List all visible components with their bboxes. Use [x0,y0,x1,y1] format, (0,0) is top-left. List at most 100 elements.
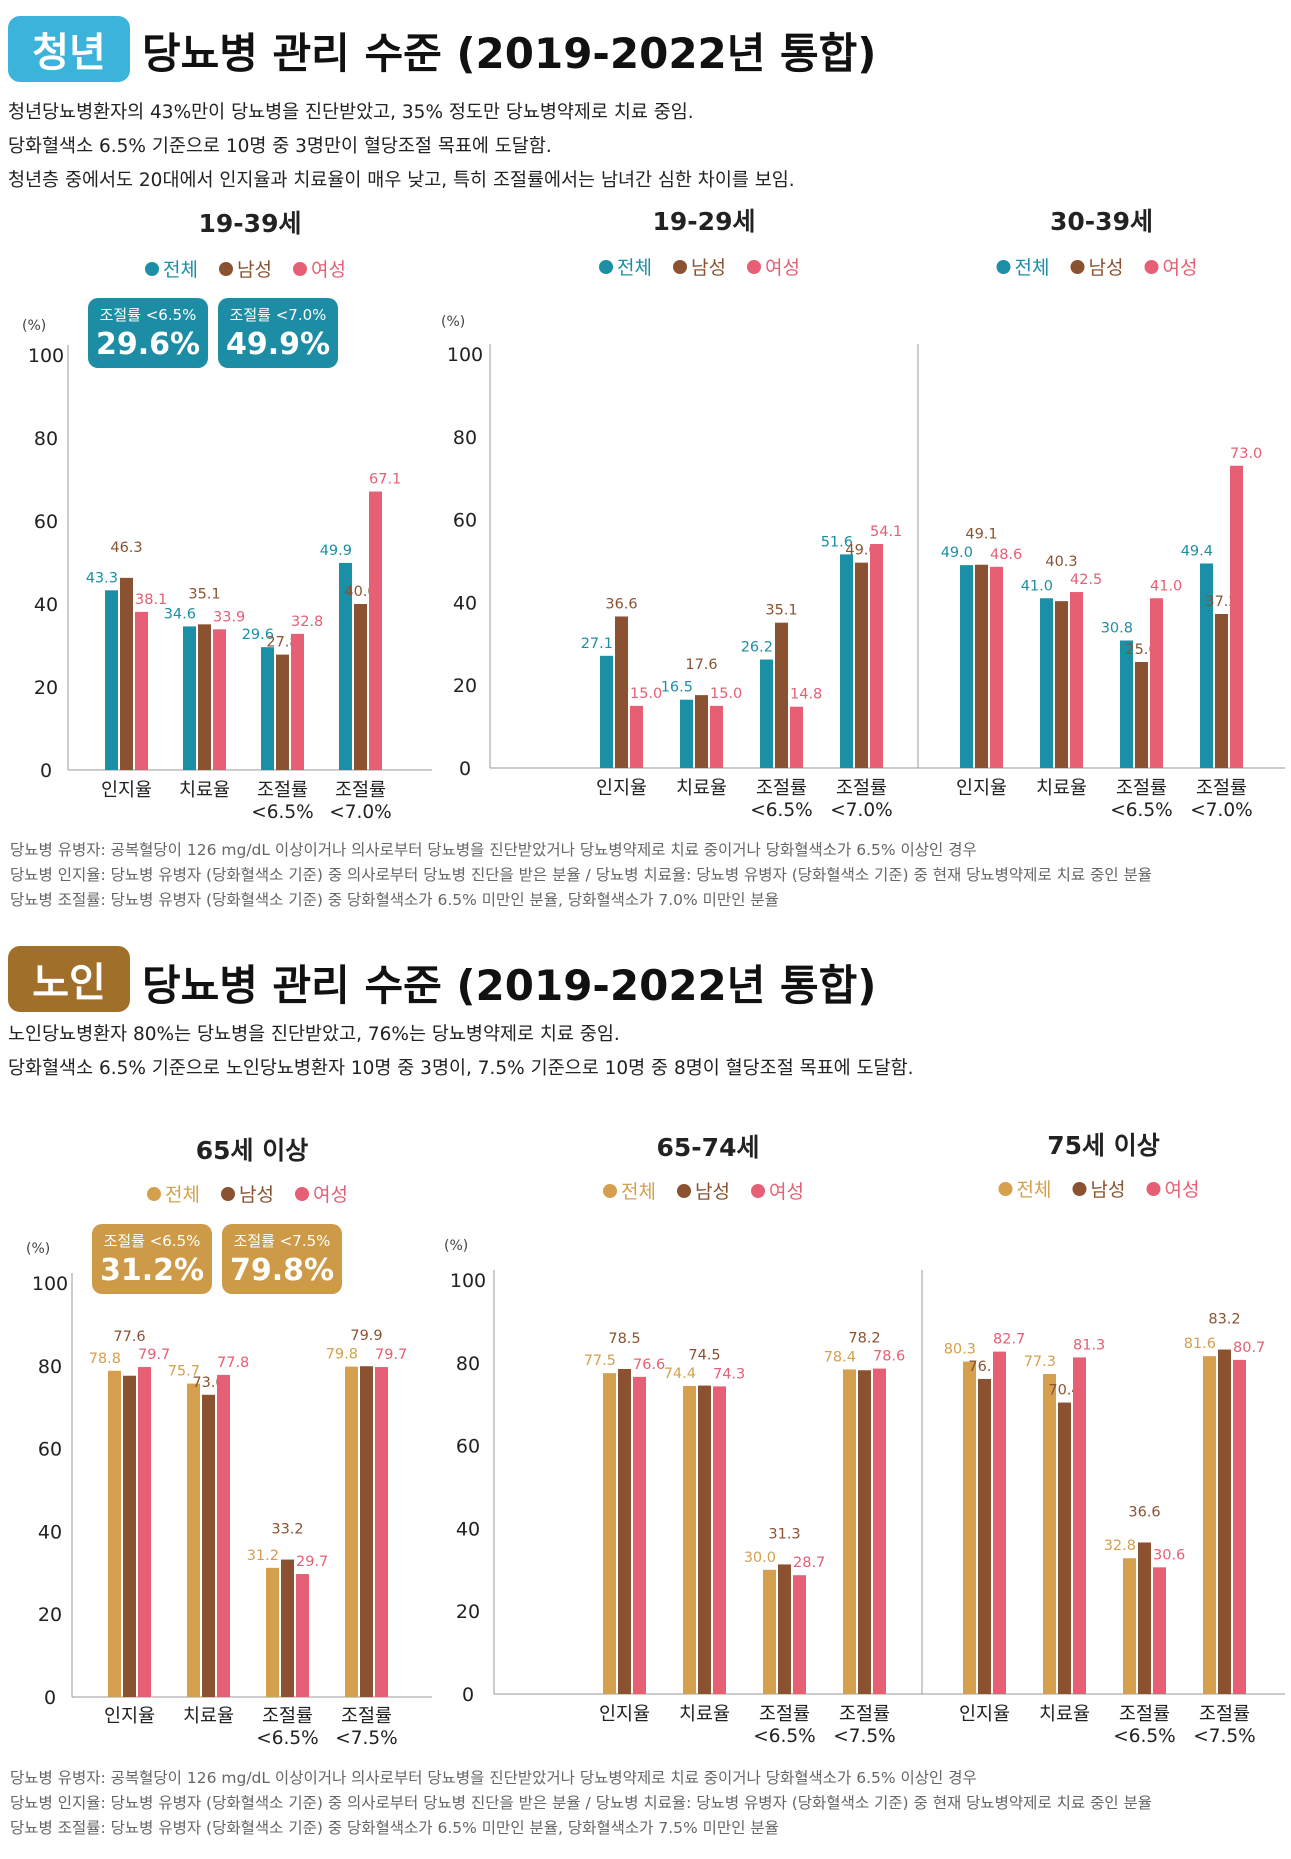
bar [138,1367,151,1697]
bar-value-label: 49.6 [845,543,877,559]
y-tick-label: 60 [456,1436,480,1458]
y-tick-label: 60 [453,510,477,532]
category-label: <6.5% [753,1726,816,1747]
y-axis-unit: (%) [441,314,465,330]
highlight-box [218,298,338,368]
category-label: 인지율 [959,1704,1010,1725]
bar [1055,601,1068,768]
senior-footnote: 당뇨병 조절률: 당뇨병 유병자 (당화혈색소 기준) 중 당화혈색소가 6.5… [10,1819,779,1837]
legend-label: 전체 [1015,257,1050,279]
bar [978,1378,991,1694]
category-label: <7.0% [1190,800,1253,821]
category-label: <7.0% [329,802,392,823]
legend-marker [996,260,1011,274]
bar [680,699,693,768]
bar-value-label: 37.2 [1205,594,1237,610]
legend-label: 남성 [237,259,272,281]
bar [202,1394,215,1697]
y-tick-label: 100 [32,1273,68,1295]
category-label: <6.5% [251,802,314,823]
bar [840,554,853,768]
bar-value-label: 46.3 [110,540,142,556]
bar-value-label: 73.0 [1230,446,1262,462]
bar [760,659,773,768]
category-label: 치료율 [1036,778,1087,799]
bar [375,1367,388,1697]
senior-footnote: 당뇨병 인지율: 당뇨병 유병자 (당화혈색소 기준) 중 의사로부터 당뇨병 … [10,1794,1153,1812]
y-tick-label: 0 [44,1687,56,1709]
chart-title: 30-39세 [1050,207,1153,236]
bar [1233,1359,1246,1694]
bar-value-label: 82.7 [993,1332,1025,1348]
category-label: 치료율 [1039,1704,1090,1725]
bar [993,1351,1006,1694]
category-label: 조절률 [335,780,386,801]
bar-value-label: 30.8 [1101,620,1133,636]
legend-label: 여성 [765,257,800,279]
legend-marker [673,260,687,274]
youth-description: 청년당뇨병환자의 43%만이 당뇨병을 진단받았고, 35% 정도만 당뇨병약제… [8,96,795,198]
legend-marker [998,1182,1013,1196]
highlight-value: 31.2% [100,1253,204,1288]
y-axis-unit: (%) [444,1238,468,1254]
y-tick-label: 100 [450,1270,486,1292]
highlight-box [222,1224,342,1294]
highlight-box [92,1224,212,1294]
y-tick-label: 20 [456,1601,480,1623]
category-label: <6.5% [1110,800,1173,821]
bar [1135,662,1148,768]
bar [1043,1373,1056,1694]
legend-label: 여성 [311,259,346,281]
legend-label: 남성 [1089,257,1124,279]
bar [108,1370,121,1697]
youth-footnotes: 당뇨병 유병자: 공복혈당이 126 mg/dL 이상이거나 의사로부터 당뇨병… [10,838,1152,913]
bar-value-label: 74.4 [664,1366,696,1382]
bar-value-label: 40.0 [344,584,376,600]
bar [630,705,643,768]
bar-value-label: 80.3 [944,1342,976,1358]
bar-value-label: 54.1 [870,524,902,540]
bar-value-label: 49.4 [1181,543,1213,559]
bar-value-label: 43.3 [86,570,118,586]
bar-value-label: 29.6 [242,627,274,643]
bar [1200,563,1213,768]
youth-desc-line: 청년당뇨병환자의 43%만이 당뇨병을 진단받았고, 35% 정도만 당뇨병약제… [8,102,694,123]
bar-value-label: 81.6 [1184,1336,1216,1352]
bar [120,577,133,770]
bar [775,622,788,768]
legend-marker [603,1184,617,1198]
bar [698,1385,711,1694]
bar [960,565,973,768]
youth-footnote: 당뇨병 유병자: 공복혈당이 126 mg/dL 이상이거나 의사로부터 당뇨병… [10,841,977,859]
y-tick-label: 40 [38,1521,62,1543]
bar-value-label: 79.9 [350,1328,382,1344]
legend-marker [295,1187,309,1201]
bar [1203,1356,1216,1694]
legend-marker [1146,1182,1161,1196]
bar-value-label: 49.1 [965,527,997,543]
legend-marker [747,260,761,274]
legend-label: 여성 [313,1184,348,1206]
legend-label: 남성 [691,257,726,279]
highlight-label: 조절률 <6.5% [104,1232,201,1250]
bar-value-label: 34.6 [164,606,196,622]
y-tick-label: 60 [38,1439,62,1461]
category-label: 인지율 [596,778,647,799]
bar [123,1375,136,1697]
legend-label: 여성 [769,1181,804,1203]
bar-value-label: 74.3 [713,1366,745,1382]
bar [266,1567,279,1697]
y-tick-label: 0 [462,1684,474,1706]
bar [296,1574,309,1697]
bar-value-label: 35.1 [765,603,797,619]
bar-value-label: 35.1 [188,586,220,602]
bar [217,1374,230,1697]
category-label: 조절률 [839,1704,890,1725]
senior-section: 노인 당뇨병 관리 수준 (2019-2022년 통합) 노인당뇨병환자 80%… [0,920,1291,1859]
bar [695,695,708,768]
category-label: 인지율 [599,1704,650,1725]
y-tick-label: 40 [453,592,477,614]
bar-value-label: 16.5 [661,680,693,696]
legend-marker [677,1184,691,1198]
category-label: 치료율 [183,1706,234,1727]
